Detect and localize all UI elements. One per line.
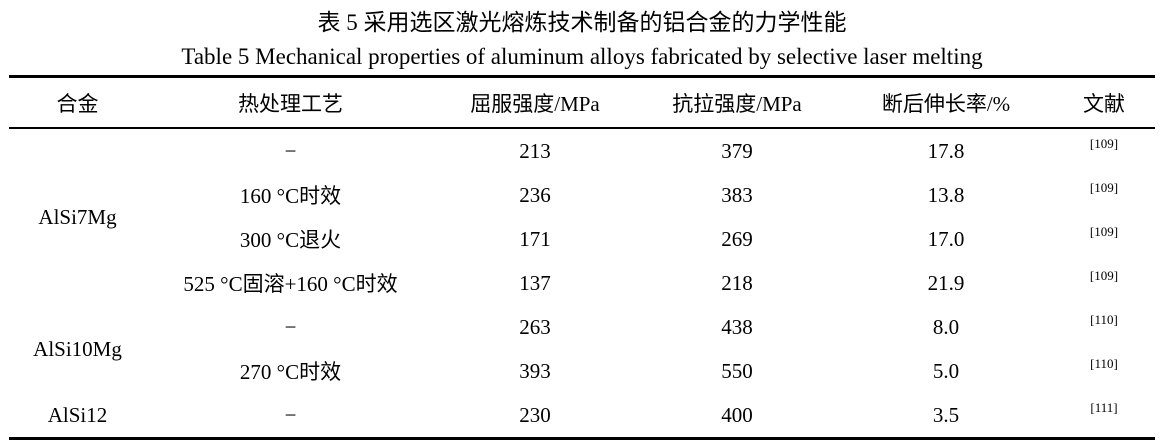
ref-cell: [111]: [1053, 393, 1155, 439]
header-elongation: 断后伸长率/%: [839, 76, 1053, 129]
tensile-cell: 400: [721, 402, 753, 427]
ref-cell: [110]: [1053, 349, 1155, 393]
alloy-cell: AlSi7Mg: [38, 204, 117, 229]
yield-cell: 236: [519, 182, 551, 207]
treatment-cell: 525 °C固溶+160 °C时效: [183, 272, 398, 296]
ref-superscript: [109]: [1089, 135, 1119, 151]
header-yield-strength: 屈服强度/MPa: [435, 76, 635, 129]
table-title-en: Table 5 Mechanical properties of aluminu…: [181, 44, 983, 69]
yield-cell: 263: [519, 314, 551, 339]
tensile-cell: 379: [721, 138, 753, 163]
table-row: 525 °C固溶+160 °C时效 137 218 21.9 [109]: [9, 261, 1155, 305]
alloy-cell: AlSi10Mg: [33, 336, 122, 361]
ref-superscript: [110]: [1090, 355, 1118, 371]
header-row: 合金 热处理工艺 屈服强度/MPa 抗拉强度/MPa 断后伸长率/% 文献: [9, 76, 1155, 129]
elongation-cell: 5.0: [932, 358, 960, 383]
treatment-cell: 160 °C时效: [239, 184, 342, 208]
elongation-cell: 13.8: [927, 182, 965, 207]
tensile-cell: 218: [721, 270, 753, 295]
ref-superscript: [110]: [1090, 311, 1118, 327]
yield-cell: 213: [519, 138, 551, 163]
yield-cell: 137: [519, 270, 551, 295]
table-row: 300 °C退火 171 269 17.0 [109]: [9, 217, 1155, 261]
ref-cell: [109]: [1053, 217, 1155, 261]
table-row: 270 °C时效 393 550 5.0 [110]: [9, 349, 1155, 393]
treatment-cell: −: [284, 402, 297, 427]
elongation-cell: 17.0: [927, 226, 965, 251]
table-row: AlSi12 − 230 400 3.5 [111]: [9, 393, 1155, 439]
ref-superscript: [111]: [1090, 399, 1118, 415]
header-alloy: 合金: [9, 76, 146, 129]
treatment-cell: −: [284, 314, 297, 339]
treatment-cell: −: [284, 138, 297, 163]
elongation-cell: 8.0: [932, 314, 960, 339]
elongation-cell: 17.8: [927, 138, 965, 163]
ref-cell: [109]: [1053, 128, 1155, 173]
table-row: AlSi7Mg − 213 379 17.8 [109]: [9, 128, 1155, 229]
yield-cell: 393: [519, 358, 551, 383]
elongation-cell: 3.5: [932, 402, 960, 427]
ref-cell: [109]: [1053, 261, 1155, 305]
ref-superscript: [109]: [1089, 223, 1119, 239]
ref-cell: [109]: [1053, 173, 1155, 217]
elongation-cell: 21.9: [927, 270, 965, 295]
ref-superscript: [109]: [1089, 267, 1119, 283]
treatment-cell: 300 °C退火: [239, 228, 342, 252]
table-row: 160 °C时效 236 383 13.8 [109]: [9, 173, 1155, 217]
header-tensile-strength: 抗拉强度/MPa: [635, 76, 839, 129]
ref-cell: [110]: [1053, 305, 1155, 349]
yield-cell: 171: [519, 226, 551, 251]
tensile-cell: 438: [721, 314, 753, 339]
table-title-cn: 表 5 采用选区激光熔炼技术制备的铝合金的力学性能: [317, 10, 847, 35]
tensile-cell: 269: [721, 226, 753, 251]
tensile-cell: 383: [721, 182, 753, 207]
ref-superscript: [109]: [1089, 179, 1119, 195]
alloy-cell: AlSi12: [47, 402, 108, 427]
yield-cell: 230: [519, 402, 551, 427]
header-treatment: 热处理工艺: [146, 76, 435, 129]
tensile-cell: 550: [721, 358, 753, 383]
mechanical-properties-table: 合金 热处理工艺 屈服强度/MPa 抗拉强度/MPa 断后伸长率/% 文献 Al…: [9, 75, 1155, 440]
table-row: AlSi10Mg − 263 438 8.0 [110]: [9, 305, 1155, 361]
treatment-cell: 270 °C时效: [239, 360, 342, 384]
header-reference: 文献: [1053, 76, 1155, 129]
